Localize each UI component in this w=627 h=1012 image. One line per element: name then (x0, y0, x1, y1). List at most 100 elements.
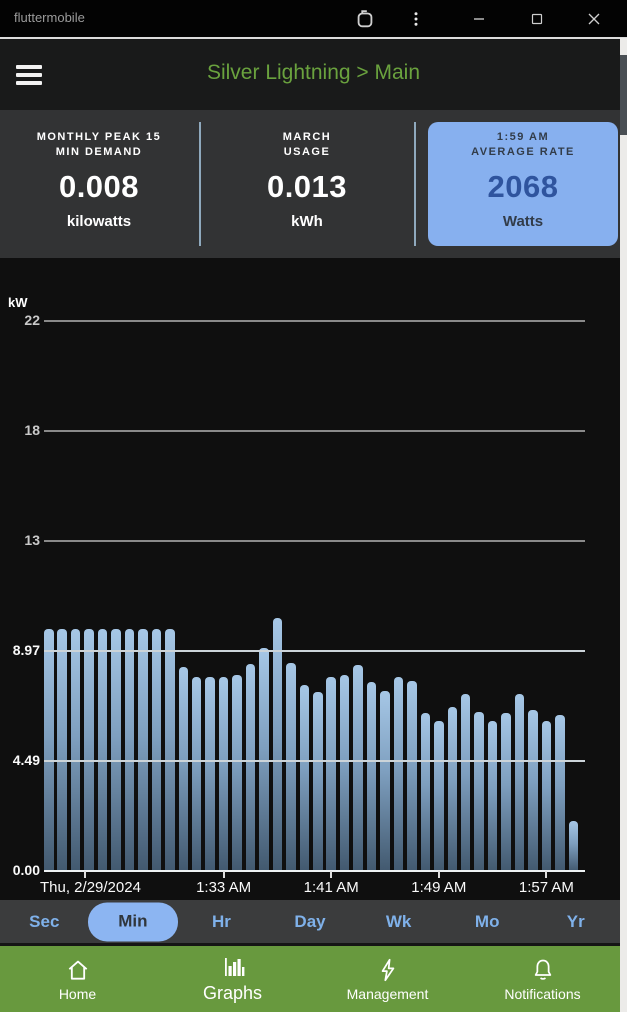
gridline (44, 870, 585, 872)
chart-bar[interactable] (514, 694, 525, 871)
y-tick-label: 0.00 (12, 862, 40, 878)
stat-label: MARCH USAGE (282, 131, 332, 158)
chart-bar[interactable] (474, 711, 484, 871)
divider (0, 943, 627, 946)
chart-bar[interactable] (366, 682, 377, 871)
chart-bar[interactable] (447, 706, 457, 871)
tab-hr[interactable]: Hr (211, 911, 231, 931)
chart-bar[interactable] (259, 647, 269, 871)
scrollbar[interactable] (620, 38, 627, 1012)
chart-bar[interactable] (178, 667, 188, 871)
chart-bar[interactable] (70, 629, 81, 871)
chart-bar[interactable] (501, 712, 511, 871)
scrollbar-thumb[interactable] (620, 55, 627, 135)
chart-bar[interactable] (272, 618, 283, 871)
chart-bar[interactable] (84, 629, 94, 871)
x-tick (222, 871, 225, 878)
lightning-icon (375, 957, 401, 983)
chart-bar[interactable] (487, 721, 498, 871)
x-tick-label: 1:57 AM (518, 879, 574, 896)
selected-tab-pill: Min (87, 902, 178, 941)
nav-label: Notifications (504, 985, 581, 1002)
chart-bar[interactable] (326, 677, 336, 871)
tab-sec[interactable]: Sec (29, 911, 60, 931)
chart-bar[interactable] (205, 677, 215, 871)
chart-bar[interactable] (541, 721, 552, 871)
x-tick (330, 871, 333, 878)
chart-bar[interactable] (420, 712, 431, 871)
chart-bar[interactable] (407, 680, 417, 871)
menu-dots-icon[interactable] (403, 6, 429, 32)
tab-day[interactable]: Day (294, 911, 326, 931)
chart-bar[interactable] (124, 629, 135, 871)
x-tick-label: 1:49 AM (411, 879, 467, 896)
chart-bar[interactable] (434, 721, 444, 871)
nav-notifications[interactable]: Notifications (465, 946, 620, 1012)
gridline (44, 320, 585, 323)
stat-label: MONTHLY PEAK 15 MIN DEMAND (36, 131, 162, 158)
x-tick-label: 1:33 AM (196, 879, 252, 896)
chart-bar[interactable] (245, 663, 256, 871)
nav-label: Home (58, 985, 97, 1002)
y-tick-label: 4.49 (12, 751, 40, 768)
stat-card-average-rate-selected[interactable]: 1:59 AM AVERAGE RATE 2068 Watts (428, 122, 618, 246)
nav-home[interactable]: Home (0, 946, 155, 1012)
nav-management[interactable]: Management (310, 946, 465, 1012)
chart-bar[interactable] (165, 629, 175, 871)
chart-bar[interactable] (286, 662, 296, 871)
stat-value: 0.008 (58, 169, 140, 204)
chart-bar[interactable] (191, 677, 202, 871)
chart-bar[interactable] (218, 677, 229, 871)
chart-bar[interactable] (111, 629, 121, 871)
close-button[interactable] (581, 6, 607, 32)
chart-bar[interactable] (393, 677, 404, 871)
chart-bar[interactable] (44, 629, 54, 871)
chart-bar[interactable] (151, 629, 162, 871)
chart-bar[interactable] (528, 710, 538, 871)
tab-wk[interactable]: Wk (385, 911, 412, 931)
chart-bar[interactable] (460, 694, 471, 871)
maximize-button[interactable] (524, 6, 550, 32)
tab-min-selected[interactable]: Min (87, 900, 178, 943)
x-tick (437, 871, 440, 878)
bar-chart: kW 22 18 13 8.97 4.49 0.00 Thu, 2/29/2024 1:33 … (0, 258, 620, 900)
tab-yr[interactable]: Yr (566, 911, 585, 931)
stat-card-march-usage[interactable]: MARCH USAGE 0.013 kWh (202, 122, 412, 246)
stat-label: 1:59 AM AVERAGE RATE (471, 131, 575, 158)
chart-bar[interactable] (232, 674, 242, 871)
stat-value: 2068 (487, 169, 559, 204)
stat-unit: kWh (291, 213, 323, 230)
nav-label: Graphs (202, 983, 263, 1003)
home-icon (65, 957, 91, 983)
hamburger-menu-icon[interactable] (16, 65, 42, 85)
chart-bar[interactable] (97, 629, 108, 871)
minimize-button[interactable] (466, 6, 492, 32)
gridline (44, 539, 585, 542)
stat-card-monthly-peak[interactable]: MONTHLY PEAK 15 MIN DEMAND 0.008 kilowat… (0, 122, 198, 246)
chart-bar[interactable] (555, 715, 565, 871)
stat-divider (199, 122, 201, 246)
app-window-icon[interactable] (352, 6, 378, 32)
x-tick (545, 871, 548, 878)
chart-bar[interactable] (313, 692, 323, 871)
window-title: fluttermobile (14, 10, 85, 25)
gridline (44, 759, 585, 762)
gridline (44, 430, 585, 433)
chart-bar[interactable] (568, 820, 579, 871)
tab-mo[interactable]: Mo (474, 911, 500, 931)
stats-row: MONTHLY PEAK 15 MIN DEMAND 0.008 kilowat… (0, 110, 627, 258)
app-header: Silver Lightning > Main (0, 39, 627, 110)
titlebar-divider (0, 37, 627, 39)
x-tick-label: Thu, 2/29/2024 (40, 879, 141, 896)
y-axis-unit-label: kW (8, 295, 28, 310)
chart-bar[interactable] (339, 674, 350, 871)
nav-graphs-selected[interactable]: Graphs (155, 946, 310, 1012)
chart-bar[interactable] (57, 629, 67, 871)
chart-bar[interactable] (353, 665, 363, 871)
window-titlebar: fluttermobile (0, 0, 627, 38)
chart-bar[interactable] (138, 629, 148, 871)
bar-chart-icon (220, 954, 246, 980)
chart-bar[interactable] (299, 684, 310, 871)
chart-bar[interactable] (380, 690, 390, 871)
